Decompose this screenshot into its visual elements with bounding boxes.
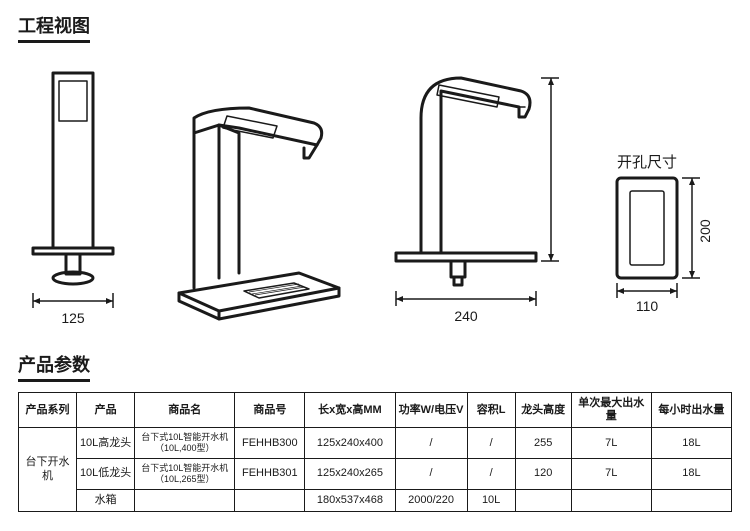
- hole-view: 开孔尺寸 200 110: [602, 153, 732, 333]
- cell-product: 10L低龙头: [77, 458, 135, 489]
- dim-front-width: 125: [61, 310, 85, 326]
- th-tap-h: 龙头高度: [515, 393, 571, 428]
- th-name: 商品名: [135, 393, 235, 428]
- drawings-row: 125: [18, 53, 732, 333]
- th-code: 商品号: [235, 393, 305, 428]
- cell-power: /: [395, 428, 467, 459]
- cell-volume: /: [467, 458, 515, 489]
- product-params-title: 产品参数: [18, 351, 90, 382]
- table-body: 台下开水机10L高龙头台下式10L智能开水机（10L,400型）FEHHB300…: [19, 428, 732, 511]
- cell-power: 2000/220: [395, 489, 467, 511]
- cell-code: FEHHB301: [235, 458, 305, 489]
- cell-name: [135, 489, 235, 511]
- cell-code: FEHHB300: [235, 428, 305, 459]
- front-view: 125: [18, 63, 128, 333]
- cell-code: [235, 489, 305, 511]
- th-power: 功率W/电压V: [395, 393, 467, 428]
- th-series: 产品系列: [19, 393, 77, 428]
- cell-single: 7L: [571, 458, 651, 489]
- cell-series: 台下开水机: [19, 428, 77, 511]
- cell-dims: 125x240x265: [305, 458, 395, 489]
- dim-hole-height: 200: [697, 219, 713, 243]
- cell-dims: 180x537x468: [305, 489, 395, 511]
- cell-product: 10L高龙头: [77, 428, 135, 459]
- cell-name: 台下式10L智能开水机（10L,265型）: [135, 458, 235, 489]
- cell-single: [571, 489, 651, 511]
- cell-dims: 125x240x400: [305, 428, 395, 459]
- cell-power: /: [395, 458, 467, 489]
- cell-volume: 10L: [467, 489, 515, 511]
- th-single: 单次最大出水量: [571, 393, 651, 428]
- th-hourly: 每小时出水量: [651, 393, 731, 428]
- cell-hourly: 18L: [651, 428, 731, 459]
- cell-tap_h: 120: [515, 458, 571, 489]
- params-table: 产品系列 产品 商品名 商品号 长x宽x高MM 功率W/电压V 容积L 龙头高度…: [18, 392, 732, 512]
- cell-tap_h: [515, 489, 571, 511]
- table-row: 台下开水机10L高龙头台下式10L智能开水机（10L,400型）FEHHB300…: [19, 428, 732, 459]
- th-product: 产品: [77, 393, 135, 428]
- hole-size-label: 开孔尺寸: [617, 154, 677, 171]
- cell-product: 水箱: [77, 489, 135, 511]
- table-row: 10L低龙头台下式10L智能开水机（10L,265型）FEHHB301125x2…: [19, 458, 732, 489]
- dim-side-base: 240: [454, 308, 478, 324]
- dim-hole-width: 110: [636, 298, 659, 314]
- cell-hourly: [651, 489, 731, 511]
- side-view: 240: [381, 63, 581, 333]
- cell-name: 台下式10L智能开水机（10L,400型）: [135, 428, 235, 459]
- table-header-row: 产品系列 产品 商品名 商品号 长x宽x高MM 功率W/电压V 容积L 龙头高度…: [19, 393, 732, 428]
- table-row: 水箱 180x537x4682000/22010L: [19, 489, 732, 511]
- iso-view: [149, 103, 359, 333]
- cell-hourly: 18L: [651, 458, 731, 489]
- cell-volume: /: [467, 428, 515, 459]
- engineering-view-title: 工程视图: [18, 12, 90, 43]
- cell-single: 7L: [571, 428, 651, 459]
- th-volume: 容积L: [467, 393, 515, 428]
- cell-tap_h: 255: [515, 428, 571, 459]
- th-dims: 长x宽x高MM: [305, 393, 395, 428]
